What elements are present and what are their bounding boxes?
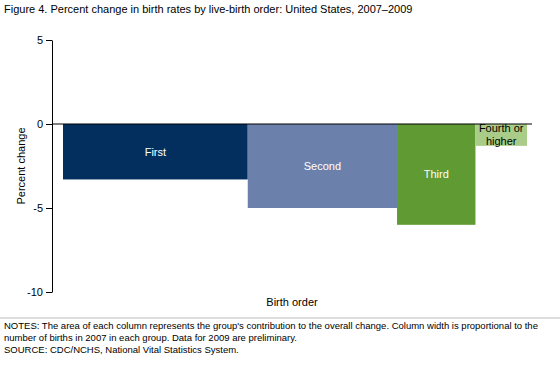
y-axis: -10 -5 0 5 — [27, 34, 52, 298]
zero-line — [52, 124, 532, 125]
tick-mark — [46, 124, 52, 125]
tick-label: -10 — [27, 286, 43, 298]
bar — [63, 124, 248, 179]
category-label: First — [145, 146, 166, 158]
note: SOURCE: CDC/NCHS, National Vital Statist… — [4, 344, 239, 355]
tick: 5 — [37, 34, 52, 46]
category-labels: First Second Third Fourth orhigher — [145, 122, 524, 180]
tick: 0 — [37, 118, 52, 130]
category-label: Second — [304, 160, 341, 172]
divider — [0, 318, 560, 319]
tick-label: -5 — [33, 202, 43, 214]
title: Figure 4. Percent change in birth rates … — [4, 3, 412, 15]
bar — [397, 124, 475, 225]
axis-line — [52, 41, 53, 293]
tick: -10 — [27, 286, 52, 298]
note: NOTES: The area of each column represent… — [4, 320, 538, 343]
bar — [248, 124, 397, 208]
tick-mark — [46, 208, 52, 209]
category-label: Fourth orhigher — [479, 122, 524, 147]
x-axis-title: Birth order — [266, 296, 318, 308]
bars — [63, 124, 527, 225]
tick-mark — [46, 40, 52, 41]
tick: -5 — [33, 202, 52, 214]
chart: Figure 4. Percent change in birth rates … — [0, 0, 560, 366]
category-label: Third — [424, 168, 449, 180]
tick-mark — [46, 292, 52, 293]
tick-label: 0 — [37, 118, 43, 130]
y-axis-title: Percent change — [15, 127, 27, 204]
tick-label: 5 — [37, 34, 43, 46]
